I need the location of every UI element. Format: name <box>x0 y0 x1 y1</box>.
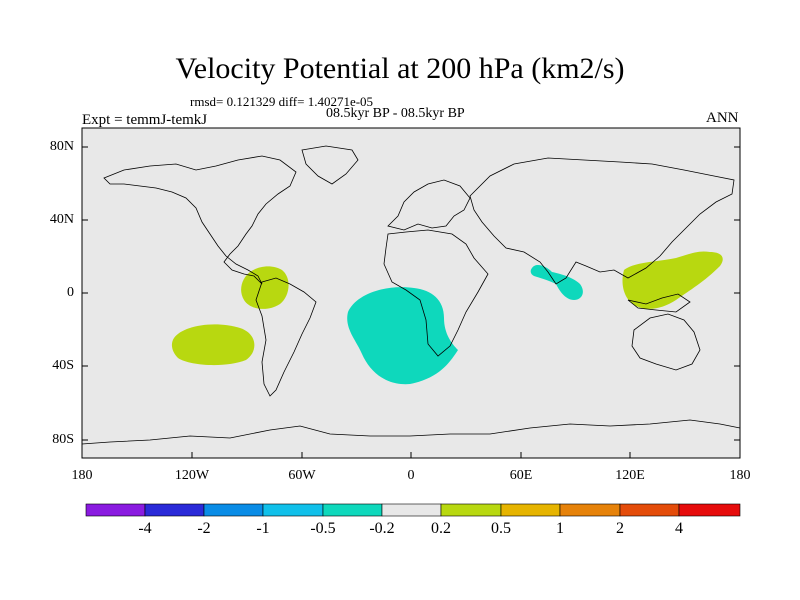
colorbar-label: 2 <box>616 520 624 537</box>
coastline-indonesia <box>627 293 691 313</box>
colorbar-swatch <box>144 503 205 517</box>
x-tick-label: 120E <box>615 468 645 483</box>
positive-anomaly-maritime-continent <box>622 251 723 309</box>
colorbar-swatch <box>203 503 264 517</box>
anomaly-fields <box>171 251 723 385</box>
coastline-north-america <box>103 155 297 285</box>
positive-anomaly-eastern-pacific <box>171 324 255 366</box>
y-tick-label: 40N <box>49 212 74 227</box>
negative-anomaly-south-atlantic <box>347 287 458 385</box>
x-tick-label: 180 <box>729 468 751 483</box>
experiment-label: Expt = temmJ-temkJ <box>82 112 208 128</box>
colorbar-swatch <box>440 503 502 517</box>
colorbar-swatch <box>381 503 442 517</box>
coastline-asia <box>469 157 735 285</box>
colorbar-label: 1 <box>556 520 564 537</box>
colorbar-swatch <box>559 503 621 517</box>
coastline-australia <box>631 313 701 371</box>
map-title: Velocity Potential at 200 hPa (km2/s) <box>175 52 625 85</box>
colorbar-label: -0.5 <box>310 520 336 537</box>
season-label: ANN <box>706 110 739 126</box>
coastlines <box>81 145 741 445</box>
x-tick-label: 0 <box>407 468 415 483</box>
colorbar-label: 4 <box>675 520 683 537</box>
colorbar-label: 0.2 <box>431 520 451 537</box>
colorbar-swatch <box>500 503 561 517</box>
stats-text: rmsd= 0.121329 diff= 1.40271e-05 <box>190 94 374 109</box>
negative-anomaly-arabian-sea <box>530 265 583 300</box>
colorbar <box>85 503 741 517</box>
tick-marks <box>82 146 740 458</box>
colorbar-swatch <box>619 503 680 517</box>
coastline-africa <box>383 229 489 357</box>
colorbar-label: -4 <box>138 520 152 537</box>
colorbar-label: -0.2 <box>369 520 395 537</box>
y-tick-label: 80S <box>52 432 74 447</box>
colorbar-swatch <box>85 503 146 517</box>
y-tick-label: 80N <box>49 139 74 154</box>
period-text: 08.5kyr BP - 08.5kyr BP <box>326 106 465 121</box>
y-tick-label: 40S <box>52 358 74 373</box>
x-tick-label: 120W <box>174 468 210 483</box>
colorbar-label: -1 <box>256 520 270 537</box>
colorbar-swatch <box>678 503 741 517</box>
colorbar-label: 0.5 <box>491 520 511 537</box>
x-tick-label: 60W <box>288 468 316 483</box>
x-tick-label: 180 <box>71 468 93 483</box>
coastline-greenland <box>301 145 359 185</box>
y-tick-label: 0 <box>67 285 74 300</box>
coastline-south-america <box>255 277 317 397</box>
colorbar-swatch <box>262 503 324 517</box>
colorbar-label: -2 <box>197 520 211 537</box>
x-tick-label: 60E <box>509 468 533 483</box>
coastline-antarctica <box>81 419 741 445</box>
colorbar-swatch <box>322 503 383 517</box>
positive-anomaly-central-america <box>241 266 289 309</box>
coastline-europe <box>387 179 471 231</box>
